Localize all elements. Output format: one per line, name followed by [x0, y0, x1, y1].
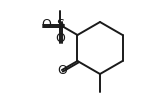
Text: O: O	[55, 32, 65, 46]
Text: S: S	[56, 19, 64, 32]
Text: O: O	[57, 64, 67, 77]
Text: O: O	[41, 19, 51, 32]
